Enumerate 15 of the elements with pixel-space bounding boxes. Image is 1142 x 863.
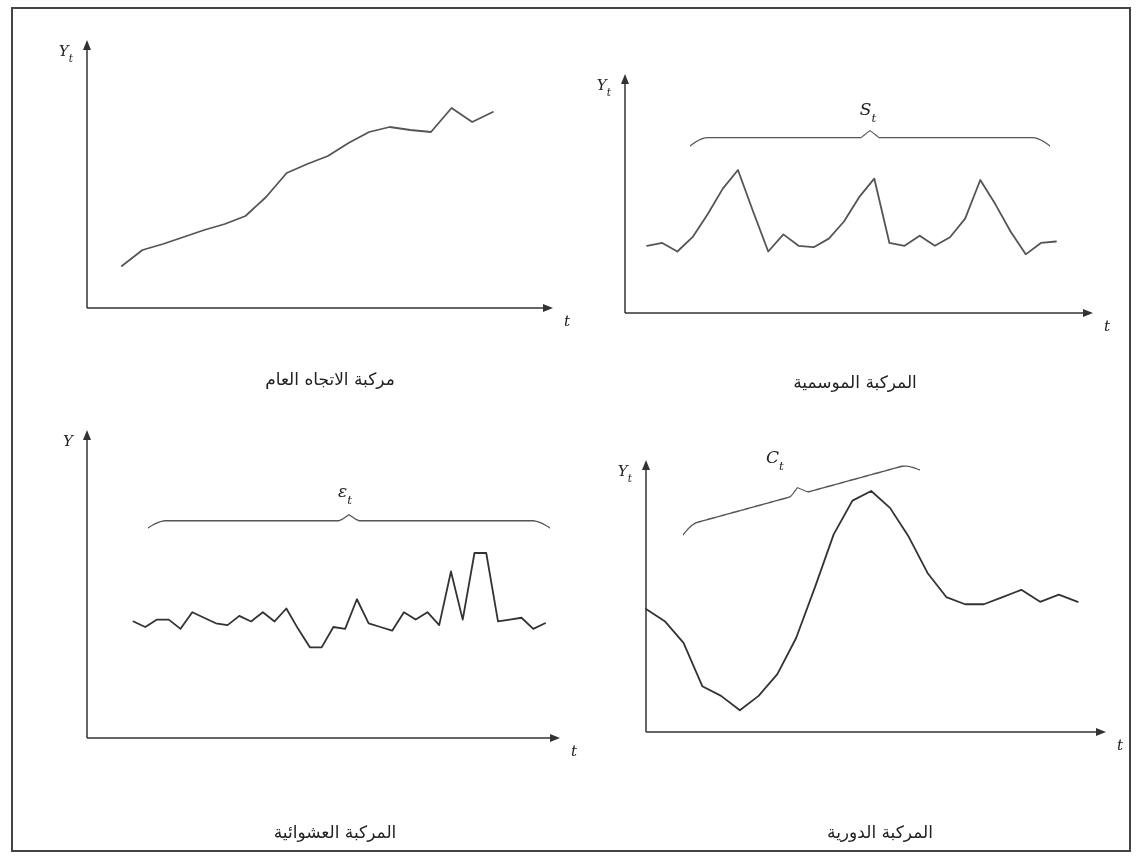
- y-axis-title: Y$_{t}$: [596, 76, 612, 98]
- y-axis-title: Y: [63, 432, 76, 450]
- text: المركبة الموسمية: [793, 372, 917, 392]
- y-axis-title: Y$_{t}$: [58, 42, 74, 64]
- text: المركبة الدورية: [827, 822, 933, 842]
- x-axis-title: t: [563, 312, 571, 330]
- text: S$_{t}$: [859, 99, 877, 125]
- x-axis-title: t: [570, 742, 578, 760]
- x-axis-title: t: [1116, 736, 1124, 754]
- text: المركبة العشوائية: [273, 822, 397, 842]
- text: C$_{t}$: [766, 447, 785, 473]
- y-axis-title: Y$_{t}$: [617, 462, 633, 484]
- text: مركبة الاتجاه العام: [265, 369, 395, 389]
- text: ε$_{t}$: [338, 481, 353, 507]
- x-axis-title: t: [1103, 317, 1111, 335]
